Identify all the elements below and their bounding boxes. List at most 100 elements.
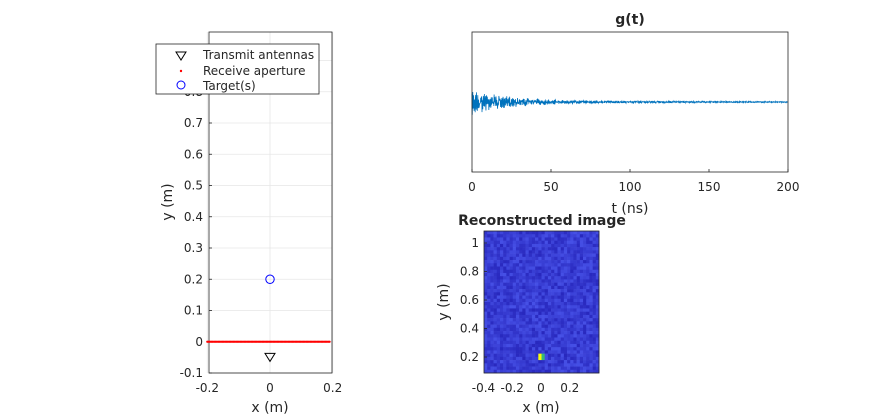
heatmap-cell <box>573 231 577 235</box>
heatmap-cell <box>538 321 542 325</box>
heatmap-cell <box>576 302 581 306</box>
heatmap-cell <box>592 343 597 348</box>
heatmap-cell <box>519 305 523 309</box>
heatmap-cell <box>560 279 565 283</box>
heatmap-cell <box>554 237 558 241</box>
heatmap-cell <box>579 231 584 235</box>
heatmap-cell <box>551 363 555 367</box>
heatmap-cell <box>496 324 501 329</box>
heatmap-cell <box>519 350 523 354</box>
heatmap-cell <box>551 247 555 251</box>
heatmap-cell <box>579 240 584 245</box>
heatmap-cell <box>522 321 526 325</box>
heatmap-cell <box>592 243 597 248</box>
heatmap-cell <box>538 250 542 254</box>
heatmap-cell <box>576 369 581 374</box>
heatmap-cell <box>528 298 533 303</box>
heatmap-cell <box>499 360 504 364</box>
heatmap-cell <box>512 347 517 351</box>
heatmap-cell <box>557 314 561 319</box>
heatmap-cell <box>538 331 542 335</box>
heatmap-cell <box>512 263 517 267</box>
heatmap-cell <box>544 369 549 374</box>
heatmap-cell <box>557 282 561 287</box>
heatmap-cell <box>496 350 501 354</box>
heatmap-cell <box>490 279 494 283</box>
heatmap-cell <box>506 356 510 361</box>
heatmap-cell <box>531 285 536 290</box>
heatmap-cell <box>499 272 504 277</box>
heatmap-cell <box>589 318 593 322</box>
heatmap-cell <box>525 243 530 248</box>
heatmap-cell <box>531 308 536 312</box>
heatmap-cell <box>576 311 581 316</box>
heatmap-cell <box>583 247 587 251</box>
heatmap-cell <box>583 347 587 351</box>
heatmap-cell <box>531 298 536 303</box>
heatmap-cell <box>579 340 584 345</box>
heatmap-cell <box>583 305 587 309</box>
heatmap-cell <box>570 311 574 316</box>
heatmap-cell <box>570 279 574 283</box>
heatmap-cell <box>503 250 507 254</box>
image-axes-box <box>483 230 600 374</box>
heatmap-cell <box>490 256 494 261</box>
heatmap-cell <box>551 285 555 290</box>
heatmap-cell <box>499 334 504 338</box>
heatmap-cell <box>576 318 581 322</box>
heatmap-cell <box>547 247 552 251</box>
heatmap-cell <box>509 231 514 235</box>
heatmap-cell <box>563 302 568 306</box>
heatmap-cell <box>528 363 533 367</box>
heatmap-cell <box>535 272 539 277</box>
signal-x-tick-label: 150 <box>698 180 721 194</box>
heatmap-cell <box>525 356 530 361</box>
heatmap-cell <box>551 256 555 261</box>
heatmap-cell <box>560 343 565 348</box>
heatmap-cell <box>595 240 600 245</box>
heatmap-cell <box>547 366 552 371</box>
heatmap-cell <box>493 340 498 345</box>
heatmap-cell <box>512 356 517 361</box>
heatmap-cell <box>579 302 584 306</box>
heatmap-cell <box>496 279 501 283</box>
heatmap-cell <box>493 260 498 264</box>
heatmap-cell <box>531 289 536 293</box>
heatmap-cell <box>544 324 549 329</box>
heatmap-cell <box>525 324 530 329</box>
heatmap-cell <box>576 314 581 319</box>
heatmap-cell <box>525 308 530 312</box>
heatmap-cell <box>554 243 558 248</box>
heatmap-cell <box>567 240 571 245</box>
heatmap-cell <box>525 282 530 287</box>
heatmap-cell <box>547 279 552 283</box>
heatmap-cell <box>522 285 526 290</box>
heatmap-cell <box>583 263 587 267</box>
heatmap-cell <box>583 331 587 335</box>
heatmap-cell <box>573 347 577 351</box>
heatmap-cell <box>509 256 514 261</box>
heatmap-cell <box>544 340 549 345</box>
heatmap-cell <box>487 298 491 303</box>
heatmap-cell <box>490 263 494 267</box>
heatmap-cell <box>535 337 539 342</box>
heatmap-cell <box>583 314 587 319</box>
heatmap-cell <box>535 240 539 245</box>
heatmap-cell <box>592 327 597 332</box>
heatmap-cell <box>573 272 577 277</box>
heatmap-cell <box>528 324 533 329</box>
heatmap-cell <box>496 360 501 364</box>
heatmap-cell <box>563 369 568 374</box>
heatmap-cell <box>512 311 517 316</box>
heatmap-cell <box>586 347 590 351</box>
heatmap-cell <box>576 295 581 300</box>
heatmap-cell <box>519 260 523 264</box>
heatmap-cell <box>506 256 510 261</box>
heatmap-cell <box>563 318 568 322</box>
legend-label-target: Target(s) <box>202 79 256 93</box>
heatmap-cell <box>567 308 571 312</box>
heatmap-cell <box>595 292 600 296</box>
heatmap-cell <box>595 243 600 248</box>
heatmap-cell <box>589 350 593 354</box>
heatmap-cell <box>487 363 491 367</box>
